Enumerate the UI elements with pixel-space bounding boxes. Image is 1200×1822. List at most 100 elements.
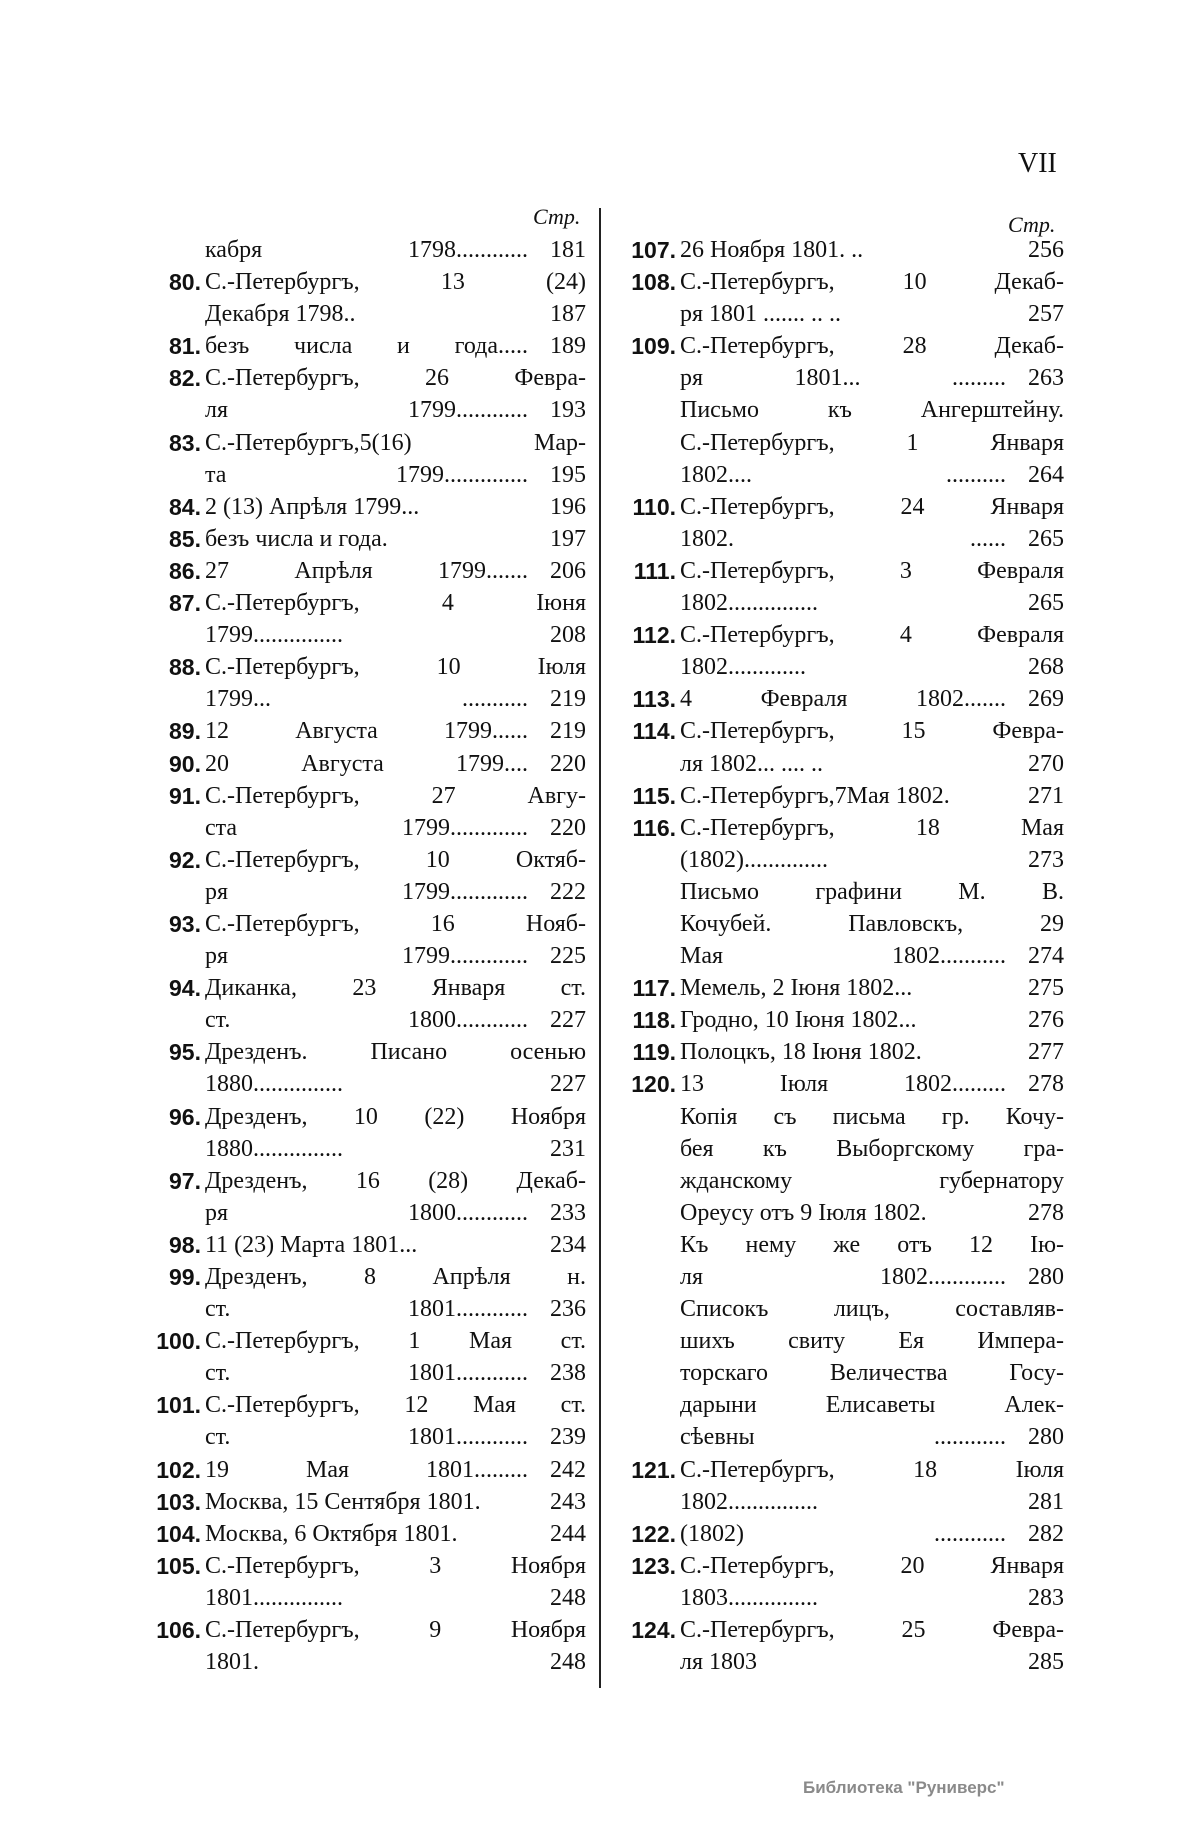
toc-column-left: кабря 1798............ 181 80. С.-Петербург… — [156, 234, 586, 1678]
toc-entry-line: 106. С.-Петербургъ, 9 Ноября — [156, 1614, 586, 1646]
entry-title: 1880............... — [205, 1135, 343, 1162]
entry-page-number: 222 — [550, 878, 586, 905]
toc-entry-line: ря 1799............. 225 — [195, 940, 586, 972]
entry-title: С.-Петербургъ, 3 Февраля — [680, 557, 1064, 584]
entry-title: 1799... ........... — [205, 686, 528, 713]
entry-title: Гродно, 10 Іюня 1802... — [680, 1007, 917, 1034]
entry-title: 1802.... .......... — [680, 461, 1006, 488]
entry-page-number: 264 — [1028, 461, 1064, 488]
entry-title: ст. 1801............ — [205, 1296, 528, 1323]
entry-page-number: 233 — [550, 1199, 586, 1226]
entry-title: (1802) ............ — [680, 1520, 1006, 1547]
entry-page-number: 227 — [550, 1071, 586, 1098]
toc-entry-line: 110. С.-Петербургъ, 24 Января — [633, 491, 1065, 523]
entry-number: 92. — [169, 846, 201, 873]
entry-title: С.-Петербургъ, 16 Нояб- — [205, 910, 586, 937]
toc-entry-line: 124. С.-Петербургъ, 25 Февра- — [631, 1614, 1064, 1646]
toc-entry-line: ля 1802... .... .. 270 — [670, 748, 1064, 780]
entry-title: С.-Петербургъ, 24 Января — [680, 493, 1064, 520]
entry-number: 113. — [632, 686, 677, 713]
entry-title: Мая 1802........... — [680, 943, 1006, 970]
toc-column-right: 107. 26 Ноября 1801. .. 256 108. С.-Петербур… — [631, 234, 1065, 1678]
toc-entry-line: 115. С.-Петербургъ,7Мая 1802. 271 — [633, 780, 1065, 812]
toc-entry-line: 96. Дрезденъ, 10 (22) Ноября — [169, 1101, 586, 1133]
entry-title: торскаго Величества Госу- — [680, 1360, 1064, 1387]
toc-entry-line: 90. 20 Августа 1799.... 220 — [169, 748, 586, 780]
toc-entry-line: кабря 1798............ 181 — [195, 234, 586, 266]
entry-page-number: 181 — [550, 237, 586, 263]
entry-title: С.-Петербургъ, 10 Декаб- — [680, 269, 1064, 296]
toc-entry-line: ря 1800............ 233 — [195, 1197, 586, 1229]
entry-number: 119. — [632, 1039, 677, 1066]
entry-page-number: 280 — [1028, 1264, 1064, 1290]
entry-title: С.-Петербургъ, 1 Января — [680, 429, 1064, 456]
entry-title: 1802............... — [680, 590, 818, 617]
toc-entry-line: Копія съ письма гр. Кочу- — [670, 1101, 1064, 1133]
entry-title: Диканка, 23 Января ст. — [205, 975, 586, 1002]
entry-title: ст. 1800............ — [205, 1007, 528, 1034]
entry-page-number: 283 — [1028, 1584, 1064, 1611]
entry-title: 1802............. — [680, 654, 806, 681]
toc-entry-line: 109. С.-Петербургъ, 28 Декаб- — [631, 330, 1064, 362]
toc-entry-line: 1880............... 231 — [195, 1133, 586, 1165]
entry-title: (1802).............. — [680, 846, 828, 873]
entry-page-number: 242 — [550, 1456, 586, 1483]
entry-page-number: 265 — [1028, 525, 1064, 552]
toc-entry-line: 116. С.-Петербургъ, 18 Мая — [633, 812, 1065, 844]
entry-page-number: 196 — [550, 493, 586, 520]
entry-title: 1880............... — [205, 1071, 343, 1098]
entry-page-number: 248 — [550, 1649, 586, 1676]
entry-title: Мемель, 2 Іюня 1802... — [680, 975, 913, 1002]
toc-entry-line: 100. С.-Петербургъ, 1 Мая ст. — [156, 1325, 586, 1357]
toc-entry-line: 95. Дрезденъ. Писано осенью — [169, 1036, 586, 1068]
entry-number: 106. — [156, 1617, 201, 1644]
entry-number: 110. — [632, 493, 677, 520]
entry-title: Полоцкъ, 18 Іюня 1802. — [680, 1039, 922, 1066]
entry-title: 12 Августа 1799...... — [205, 718, 528, 745]
entry-number: 97. — [169, 1167, 201, 1194]
entry-page-number: 189 — [550, 333, 586, 360]
toc-entry-line: 103. Москва, 15 Сентября 1801. 243 — [156, 1486, 586, 1518]
entry-title: С.-Петербургъ, 4 Іюня — [205, 590, 586, 617]
entry-page-number: 193 — [550, 397, 586, 424]
entry-number: 89. — [169, 718, 201, 745]
toc-entry-line: ля 1799............ 193 — [195, 394, 586, 426]
entry-page-number: 278 — [1028, 1071, 1064, 1098]
entry-page-number: 256 — [1028, 237, 1064, 263]
entry-title: С.-Петербургъ,7Мая 1802. — [680, 782, 950, 809]
entry-title: ля 1803 — [680, 1649, 758, 1676]
entry-title: 13 Іюля 1802......... — [680, 1071, 1006, 1098]
entry-title: С.-Петербургъ,5(16) Мар- — [205, 429, 586, 456]
entry-number: 120. — [631, 1071, 676, 1098]
entry-number: 82. — [169, 365, 201, 392]
toc-entry-line: ст. 1801............ 236 — [195, 1293, 586, 1325]
entry-title: 1802. ...... — [680, 525, 1006, 552]
entry-title: Письмо графини М. В. — [680, 878, 1064, 905]
column-divider — [599, 208, 601, 1688]
toc-entry-line: 123. С.-Петербургъ, 20 Января — [631, 1550, 1064, 1582]
entry-page-number: 227 — [550, 1007, 586, 1034]
toc-entry-line: 93. С.-Петербургъ, 16 Нояб- — [169, 908, 586, 940]
toc-entry-line: 119. Полоцкъ, 18 Іюня 1802. 277 — [633, 1036, 1065, 1068]
toc-entry-line: 1803............... 283 — [670, 1582, 1064, 1614]
entry-page-number: 225 — [550, 943, 586, 970]
entry-title: 27 Апрѣля 1799....... — [205, 557, 528, 584]
entry-number: 83. — [169, 429, 201, 456]
entry-page-number: 187 — [550, 301, 586, 328]
page-number: VII — [1018, 148, 1057, 179]
toc-entry-line: 104. Москва, 6 Октября 1801. 244 — [156, 1518, 586, 1550]
entry-page-number: 220 — [550, 814, 586, 841]
entry-page-number: 219 — [550, 686, 586, 713]
entry-page-number: 278 — [1028, 1199, 1064, 1226]
entry-number: 94. — [169, 975, 201, 1002]
entry-title: безъ числа и года. — [205, 525, 388, 552]
entry-title: шихъ свиту Ея Импера- — [680, 1328, 1064, 1355]
toc-entry-line: та 1799.............. 195 — [195, 459, 586, 491]
entry-title: ля 1802............. — [680, 1264, 1006, 1290]
entry-number: 90. — [169, 750, 201, 777]
entry-title: ля 1799............ — [205, 397, 528, 424]
entry-title: С.-Петербургъ, 4 Февраля — [680, 622, 1064, 649]
entry-title: Копія съ письма гр. Кочу- — [680, 1103, 1064, 1130]
entry-title: бея къ Выборгскому гра- — [680, 1135, 1064, 1162]
toc-entry-line: ста 1799............. 220 — [195, 812, 586, 844]
